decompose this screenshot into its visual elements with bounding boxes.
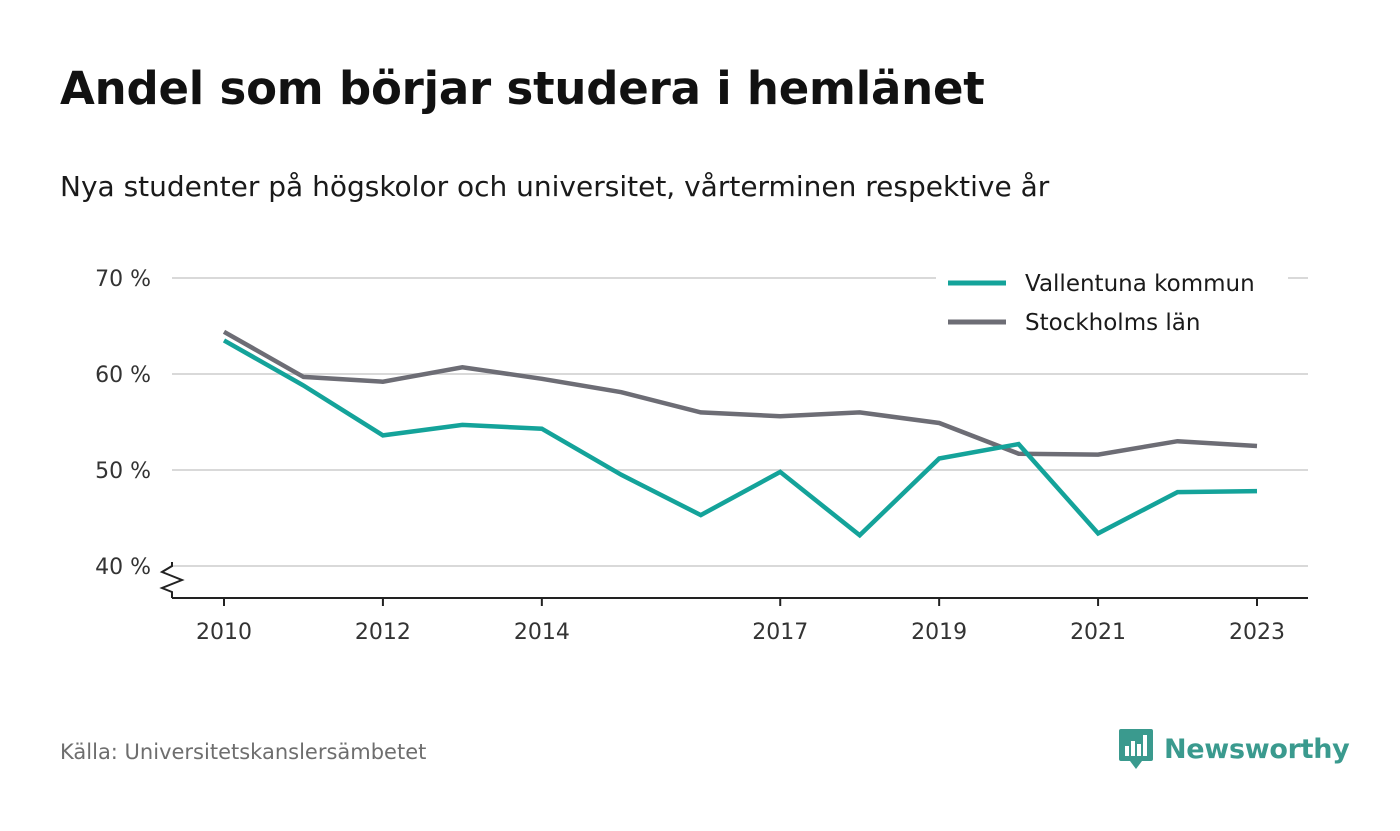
y-tick-label: 50 % xyxy=(95,459,151,484)
y-tick-label: 60 % xyxy=(95,363,151,388)
y-tick-label: 40 % xyxy=(95,555,151,580)
series-lines xyxy=(222,329,1258,539)
brand-name: Newsworthy xyxy=(1164,733,1350,765)
y-tick-label: 70 % xyxy=(95,267,151,292)
legend-label: Stockholms län xyxy=(1025,310,1200,336)
source-note: Källa: Universitetskanslersämbetet xyxy=(60,740,427,764)
bar-chart-bubble-icon xyxy=(1119,729,1153,769)
axis-break-mark xyxy=(159,562,185,598)
line-chart: 40 % 50 % 60 % 70 % 2010 2012 2014 2017 2019 2021… xyxy=(95,262,1308,645)
axes: 40 % 50 % 60 % 70 % 2010 2012 2014 2017 2019 2021… xyxy=(95,267,1308,645)
legend-label: Vallentuna kommun xyxy=(1025,271,1255,297)
x-tick-label: 2014 xyxy=(514,620,570,645)
chart-title: Andel som börjar studera i hemlänet xyxy=(60,62,985,115)
series-line-vallentuna xyxy=(222,338,1258,539)
x-tick-label: 2012 xyxy=(355,620,411,645)
series-line-stockholm xyxy=(222,329,1258,457)
x-tick-label: 2017 xyxy=(752,620,808,645)
x-tick-label: 2019 xyxy=(911,620,967,645)
legend: Vallentuna kommun Stockholms län xyxy=(936,262,1288,342)
x-tick-label: 2010 xyxy=(196,620,252,645)
legend-background xyxy=(936,262,1288,342)
newsworthy-logo: Newsworthy xyxy=(1118,728,1350,770)
x-tick-label: 2021 xyxy=(1070,620,1126,645)
chart-subtitle: Nya studenter på högskolor och universit… xyxy=(60,170,1050,203)
x-tick-label: 2023 xyxy=(1229,620,1285,645)
